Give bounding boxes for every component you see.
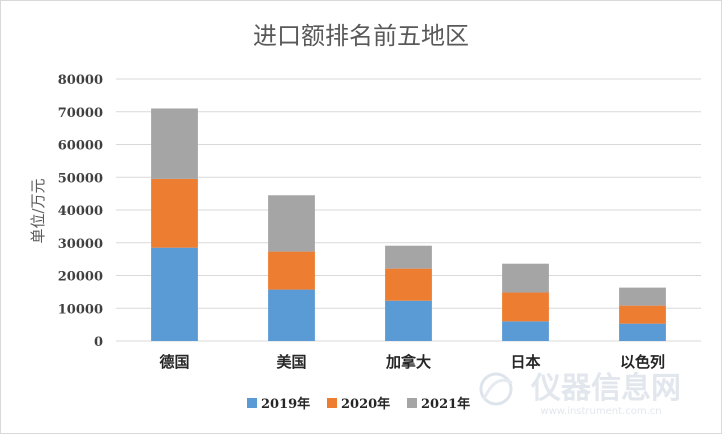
bar-segment bbox=[268, 195, 315, 252]
y-axis-ticks: 0 10000 20000 30000 40000 50000 60000 70000 8000… bbox=[58, 73, 103, 350]
legend-swatch bbox=[247, 398, 257, 408]
bars bbox=[151, 108, 666, 341]
bar-segment bbox=[502, 263, 549, 293]
x-category-label: 加拿大 bbox=[385, 353, 431, 371]
y-tick-label: 60000 bbox=[58, 139, 103, 154]
y-tick-label: 50000 bbox=[58, 171, 103, 186]
bar-segment bbox=[385, 268, 432, 301]
legend-label: 2021年 bbox=[421, 396, 470, 412]
x-category-label: 以色列 bbox=[620, 353, 665, 371]
legend-label: 2020年 bbox=[341, 396, 390, 412]
bar-segment bbox=[502, 292, 549, 322]
watermark-url: www.instrument.com.cn bbox=[540, 406, 661, 417]
y-tick-label: 70000 bbox=[58, 106, 103, 121]
bar-segment bbox=[151, 247, 198, 341]
legend-swatch bbox=[327, 398, 337, 408]
y-tick-label: 10000 bbox=[58, 302, 103, 317]
chart-title: 进口额排名前五地区 bbox=[253, 22, 469, 50]
bar-segment bbox=[619, 287, 666, 306]
bar-segment bbox=[385, 245, 432, 269]
bar-segment bbox=[151, 108, 198, 179]
y-tick-label: 80000 bbox=[58, 73, 103, 88]
x-category-label: 德国 bbox=[159, 353, 189, 371]
watermark: 仪器信息网 www.instrument.com.cn bbox=[479, 371, 681, 417]
legend-label: 2019年 bbox=[261, 396, 310, 412]
x-category-label: 美国 bbox=[276, 353, 306, 371]
bar-segment bbox=[502, 321, 549, 341]
gridlines bbox=[116, 78, 701, 342]
bar-segment bbox=[268, 251, 315, 290]
bar-segment bbox=[619, 305, 666, 324]
bar-segment bbox=[385, 300, 432, 341]
y-tick-label: 0 bbox=[94, 335, 103, 350]
y-tick-label: 20000 bbox=[58, 270, 103, 285]
x-axis-categories: 德国 美国 加拿大 日本 以色列 bbox=[159, 353, 665, 371]
y-tick-label: 30000 bbox=[58, 237, 103, 252]
legend-swatch bbox=[407, 398, 417, 408]
bar-segment bbox=[268, 289, 315, 341]
y-axis-label: 单位/万元 bbox=[29, 178, 47, 243]
bar-segment bbox=[619, 323, 666, 341]
y-tick-label: 40000 bbox=[58, 204, 103, 219]
x-category-label: 日本 bbox=[510, 353, 540, 371]
watermark-logo-icon bbox=[479, 372, 513, 406]
legend: 2019年 2020年 2021年 bbox=[247, 396, 470, 412]
bar-segment bbox=[151, 178, 198, 248]
watermark-brand: 仪器信息网 bbox=[530, 371, 681, 406]
